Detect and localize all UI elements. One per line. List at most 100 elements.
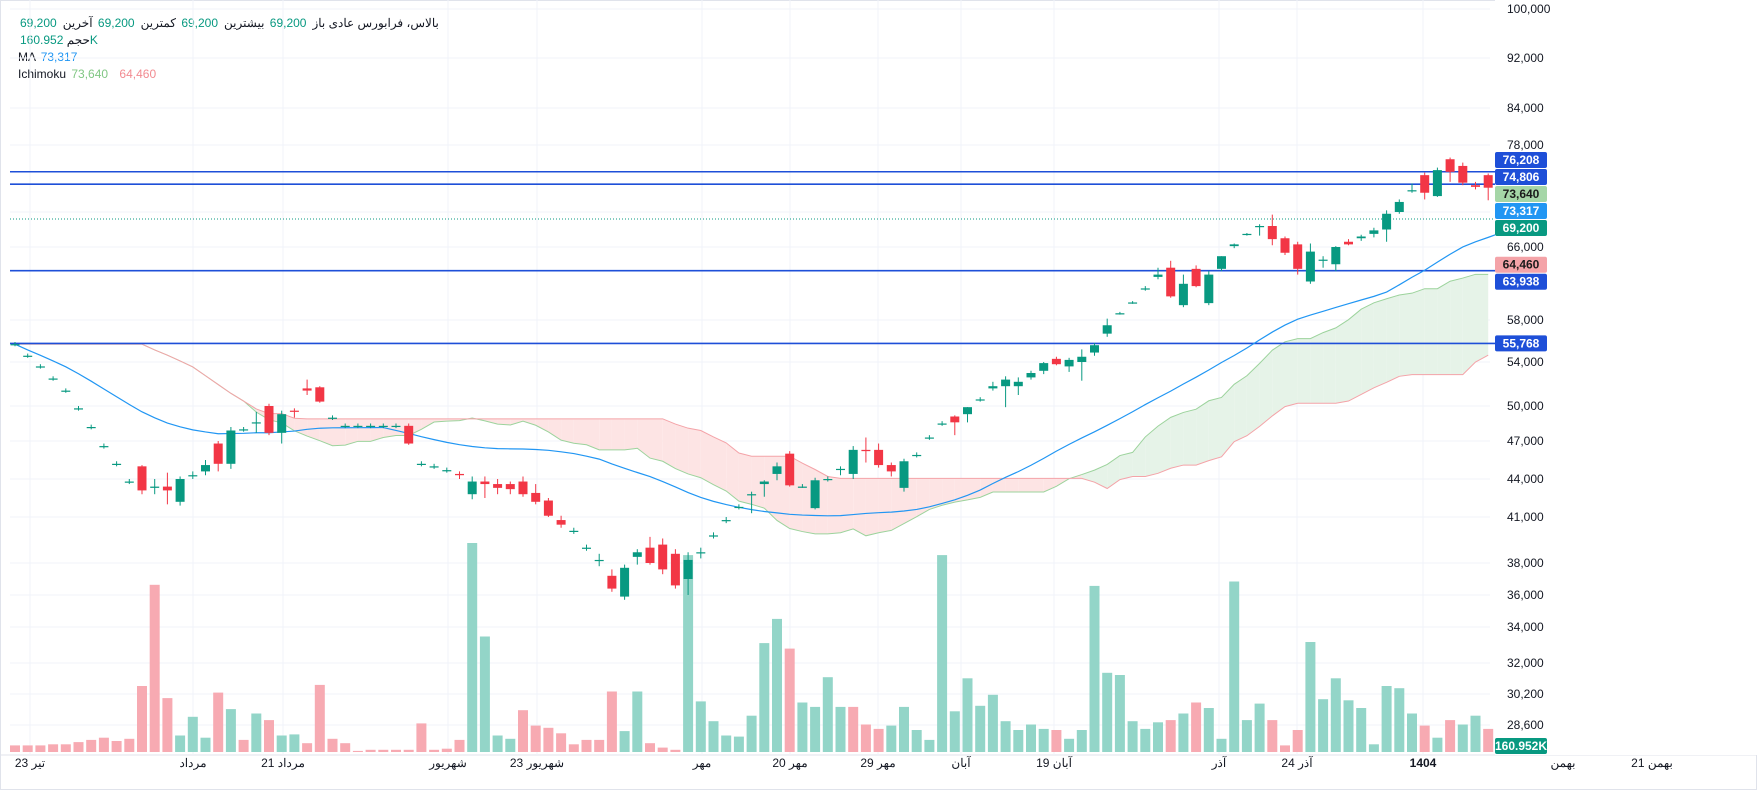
volume-bar <box>1254 703 1265 752</box>
volume-bar <box>111 741 122 752</box>
volume-bar <box>1038 728 1049 752</box>
ichimoku-span-b <box>15 343 1489 490</box>
volume-bar <box>416 723 427 752</box>
volume-bar <box>276 735 287 752</box>
candle-body <box>950 416 960 423</box>
volume-bar <box>1241 720 1252 752</box>
candle-body <box>734 506 744 509</box>
high-value: 69,200 <box>181 16 219 30</box>
candle-body <box>124 481 134 483</box>
volume-row[interactable]: حجم 160.952K <box>18 32 439 49</box>
cloud-segment <box>1399 293 1412 377</box>
horizontal-lines[interactable] <box>10 170 1500 345</box>
volume-bar <box>1343 700 1354 752</box>
volume-bar <box>606 691 617 752</box>
candle-body <box>658 544 668 570</box>
candle-body <box>1280 238 1290 253</box>
volume-bar <box>733 736 744 752</box>
price-tick-label: 44,000 <box>1507 472 1544 486</box>
candle-body <box>1166 267 1176 297</box>
candle-body <box>188 475 198 477</box>
cloud-segment <box>738 453 752 505</box>
volume-bar <box>670 749 681 752</box>
candle-body <box>1458 165 1468 183</box>
candles[interactable] <box>10 136 1633 600</box>
time-label: 21 مرداد <box>261 756 305 770</box>
volume-bar <box>860 724 871 752</box>
time-label: 23 تیر <box>15 756 45 770</box>
candle-body <box>378 425 388 428</box>
candle-body <box>518 481 528 495</box>
cloud-segment <box>662 418 676 469</box>
volume-bar <box>1203 708 1214 752</box>
volume-bar <box>365 749 376 752</box>
cloud-segment <box>713 436 727 492</box>
volume-bars <box>10 543 1646 752</box>
cloud-segment <box>472 417 485 421</box>
volume-bar <box>746 715 757 752</box>
volume-bar <box>1381 686 1392 752</box>
time-axis[interactable]: 23 تیر مرداد 21 مرداد شهریور 23 شهریور مهر 20 … <box>15 755 1673 770</box>
volume-bar <box>1445 720 1456 752</box>
cloud-segment <box>726 442 739 502</box>
candle-body <box>1140 288 1150 290</box>
volume-bar <box>1000 721 1011 752</box>
volume-bar <box>1064 738 1075 752</box>
candle-body <box>1090 345 1099 353</box>
cloud-segment <box>1107 455 1120 489</box>
volume-bar <box>1330 678 1341 752</box>
candle-body <box>1420 175 1430 193</box>
candle-body <box>899 461 909 488</box>
volume-bar <box>213 692 224 752</box>
ma-row[interactable]: MA 73,317 <box>18 49 439 66</box>
volume-bar <box>441 748 452 752</box>
candle-body <box>531 492 541 502</box>
candle-body <box>10 344 20 346</box>
volume-bar <box>1140 728 1151 752</box>
cloud-segment <box>1043 478 1057 492</box>
volume-bar <box>162 698 173 752</box>
price-axis[interactable]: 100,00092,00084,00078,00070,00066,00058,… <box>1495 0 1757 755</box>
volume-bar <box>1407 713 1417 752</box>
price-badge <box>1495 738 1547 754</box>
low-label: کمترین <box>140 16 176 30</box>
price-tick-label: 28,600 <box>1507 718 1544 732</box>
time-label: مهر <box>692 756 712 770</box>
price-badge <box>1495 273 1547 290</box>
candle-body <box>429 466 439 468</box>
candle-body <box>696 552 706 554</box>
price-tick-label: 100,000 <box>1507 2 1551 16</box>
candle-body <box>404 425 414 444</box>
candle-body <box>823 479 833 481</box>
candle-body <box>759 481 769 485</box>
candle-body <box>289 410 299 412</box>
cloud-segment <box>980 478 993 498</box>
volume-bar <box>98 737 109 752</box>
volume-bar <box>530 725 541 752</box>
volume-bar <box>200 737 211 752</box>
candle-body <box>251 422 261 424</box>
volume-bar <box>1483 728 1494 752</box>
cloud-segment <box>383 418 396 438</box>
cloud-segment <box>1272 341 1285 416</box>
cloud-segment <box>1170 412 1184 469</box>
candle-body <box>785 453 795 486</box>
high-label: بیشترین <box>224 16 265 30</box>
ichimoku-cloud <box>15 273 1489 537</box>
candle-body <box>1394 201 1404 212</box>
volume-bar <box>314 684 325 752</box>
candle-body <box>35 366 45 368</box>
cloud-segment <box>1475 274 1489 362</box>
cloud-segment <box>1424 288 1438 375</box>
candle-body <box>607 575 617 589</box>
candle-body <box>836 468 845 471</box>
candle-body <box>353 425 363 428</box>
volume-bar <box>924 739 935 752</box>
cloud-segment <box>421 418 435 430</box>
candle-body <box>1369 230 1379 234</box>
cloud-segment <box>1437 281 1451 375</box>
candle-body <box>1344 241 1353 245</box>
volume-bar <box>340 743 351 752</box>
volume-bar <box>1089 585 1100 752</box>
